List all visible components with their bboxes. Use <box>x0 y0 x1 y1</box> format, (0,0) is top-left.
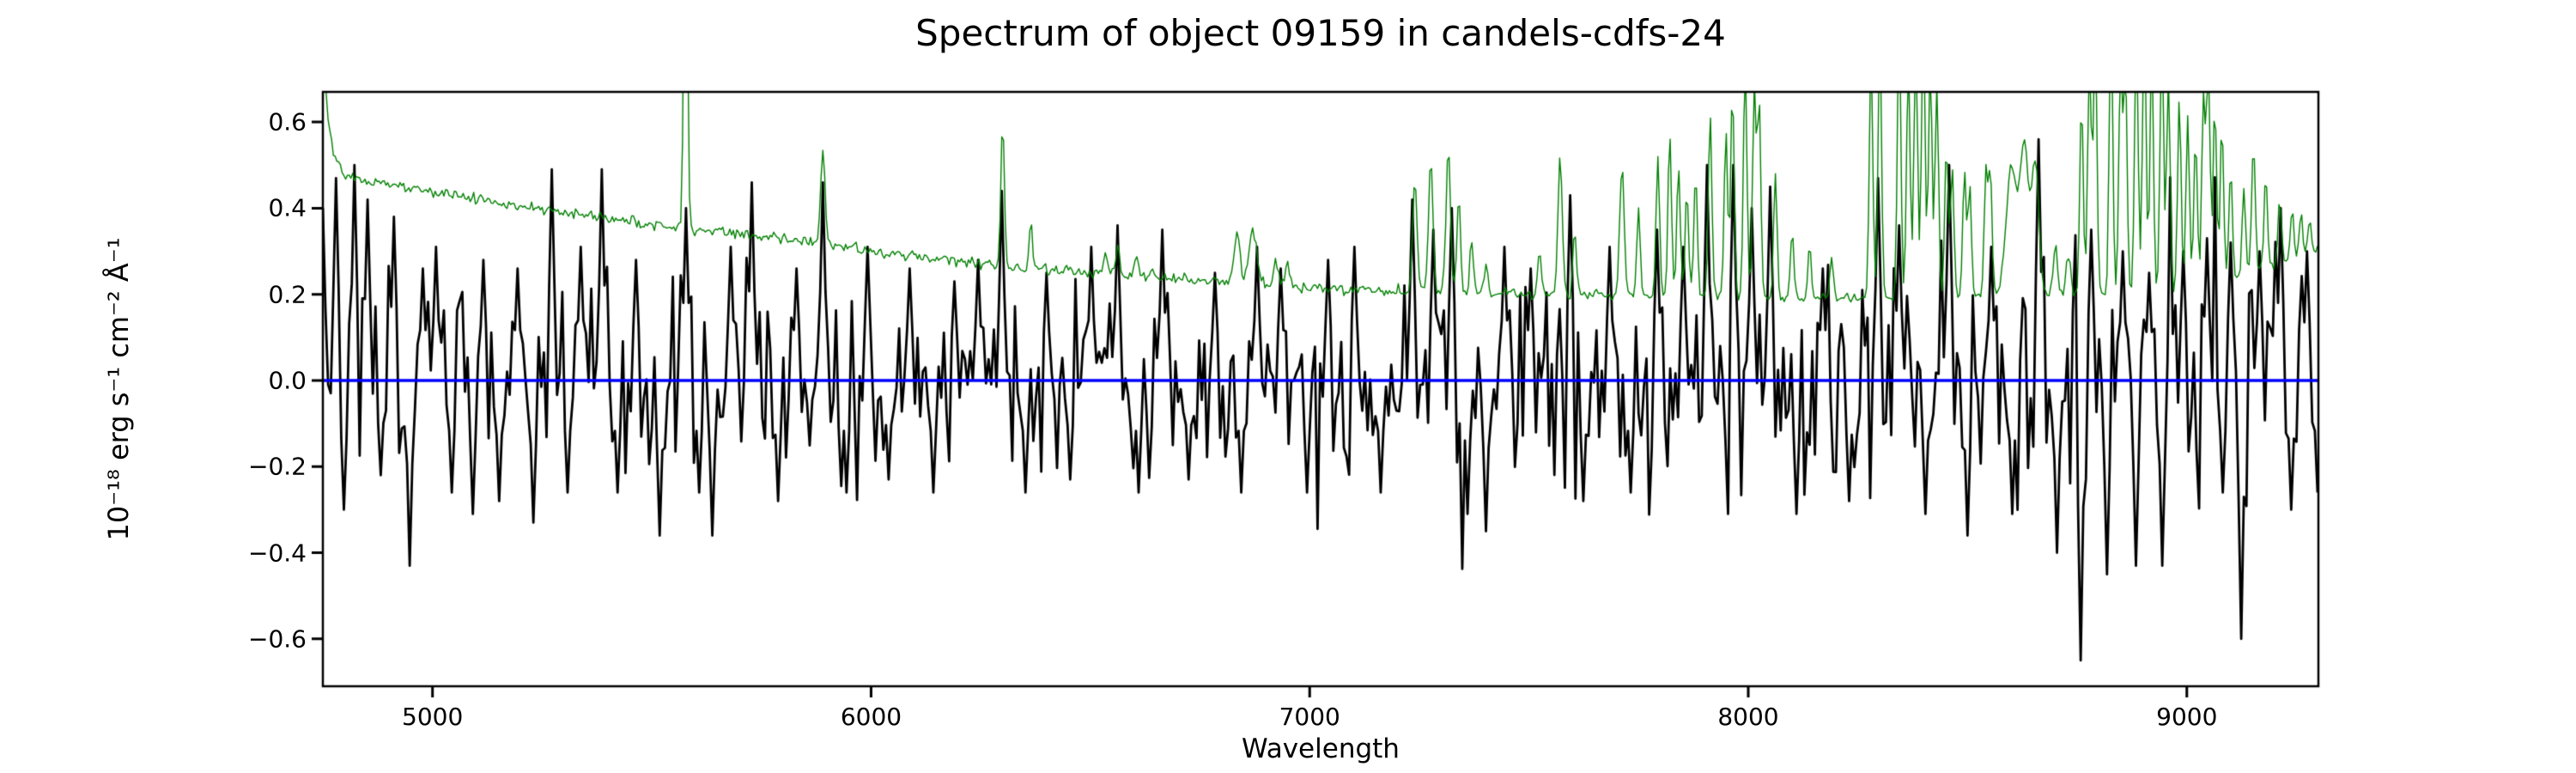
spectrum-plot-canvas <box>0 0 2576 773</box>
spectrum-figure: Spectrum of object 09159 in candels-cdfs… <box>0 0 2576 773</box>
